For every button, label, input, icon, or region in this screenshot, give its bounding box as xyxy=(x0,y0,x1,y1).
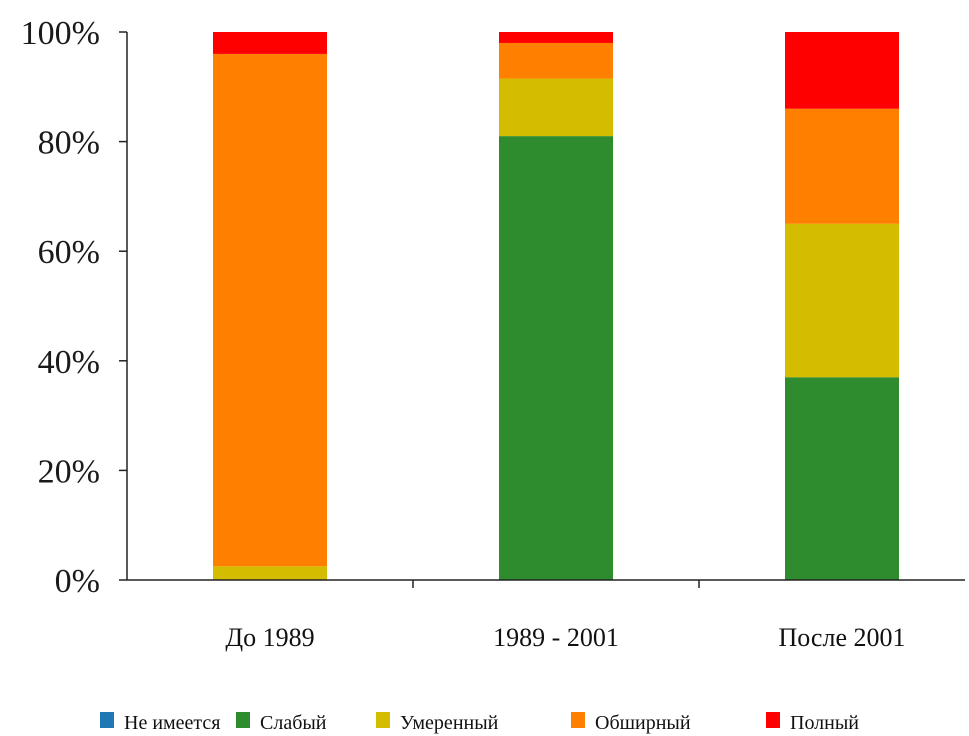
legend-swatch xyxy=(236,712,250,728)
legend-label: Слабый xyxy=(260,712,327,734)
legend-swatch xyxy=(571,712,585,728)
legend-label: Полный xyxy=(790,712,859,734)
bar-segment-3-2 xyxy=(785,377,899,580)
bar-segment-2-4 xyxy=(499,42,613,79)
legend-swatch xyxy=(766,712,780,728)
bar-segment-1-4 xyxy=(213,53,327,567)
bar-segment-3-5 xyxy=(785,32,899,109)
x-category-label: 1989 - 2001 xyxy=(493,623,619,652)
legend-label: Не имеется xyxy=(124,712,221,734)
y-tick-label: 100% xyxy=(21,15,100,52)
x-category-label: До 1989 xyxy=(225,623,314,652)
y-tick-label: 40% xyxy=(38,344,100,381)
axes-layer xyxy=(119,31,965,588)
y-tick-labels: 0% 20% 40% 60% 80% 100% xyxy=(21,15,100,600)
bar-segment-3-3 xyxy=(785,223,899,378)
legend: Не имеется Слабый Умеренный Обширный Полный xyxy=(100,712,859,734)
bar-segment-2-2 xyxy=(499,136,613,580)
legend-swatch xyxy=(376,712,390,728)
bar-segment-2-3 xyxy=(499,78,613,137)
bar-segment-3-4 xyxy=(785,108,899,224)
x-category-labels: До 1989 1989 - 2001 После 2001 xyxy=(225,623,905,652)
bar-segment-2-5 xyxy=(499,32,613,43)
legend-label: Умеренный xyxy=(400,712,499,734)
y-tick-label: 20% xyxy=(38,453,100,490)
legend-swatch xyxy=(100,712,114,728)
y-tick-label: 80% xyxy=(38,125,100,162)
bar-segment-1-5 xyxy=(213,32,327,54)
bars-layer xyxy=(213,32,899,580)
x-category-label: После 2001 xyxy=(779,623,906,652)
bar-segment-1-3 xyxy=(213,566,327,580)
y-tick-label: 0% xyxy=(55,563,100,600)
y-tick-label: 60% xyxy=(38,234,100,271)
legend-label: Обширный xyxy=(595,712,691,734)
